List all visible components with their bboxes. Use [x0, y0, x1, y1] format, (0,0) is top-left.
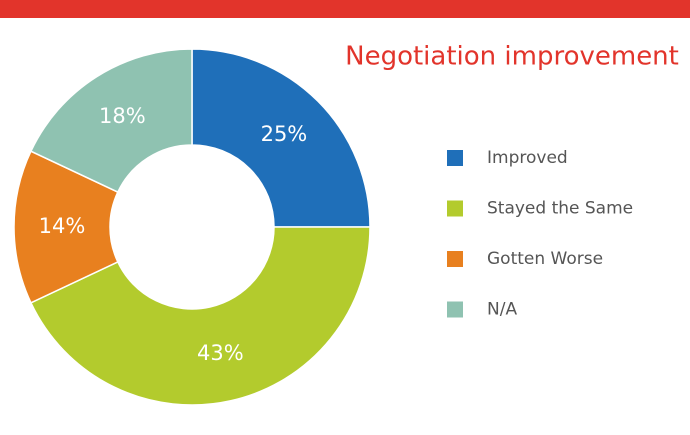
legend-label: Gotten Worse: [487, 249, 603, 269]
top-bar: [0, 0, 690, 18]
legend-swatch: [447, 150, 463, 166]
donut-slice: [29, 48, 193, 194]
donut-slice: [13, 150, 119, 304]
value-label: 25%: [261, 122, 308, 146]
legend-label: Improved: [487, 148, 568, 168]
chart-title: Negotiation improvement: [345, 42, 679, 72]
legend-swatch: [447, 301, 463, 318]
value-label: 18%: [99, 104, 146, 128]
donut-slice: [191, 48, 371, 228]
value-label: 14%: [39, 214, 86, 238]
legend-label: N/A: [487, 300, 517, 320]
donut-slice: [29, 226, 371, 406]
legend-label: Stayed the Same: [487, 199, 633, 219]
value-label: 43%: [197, 341, 244, 365]
legend-swatch: [447, 251, 463, 267]
legend-swatch: [447, 200, 463, 217]
